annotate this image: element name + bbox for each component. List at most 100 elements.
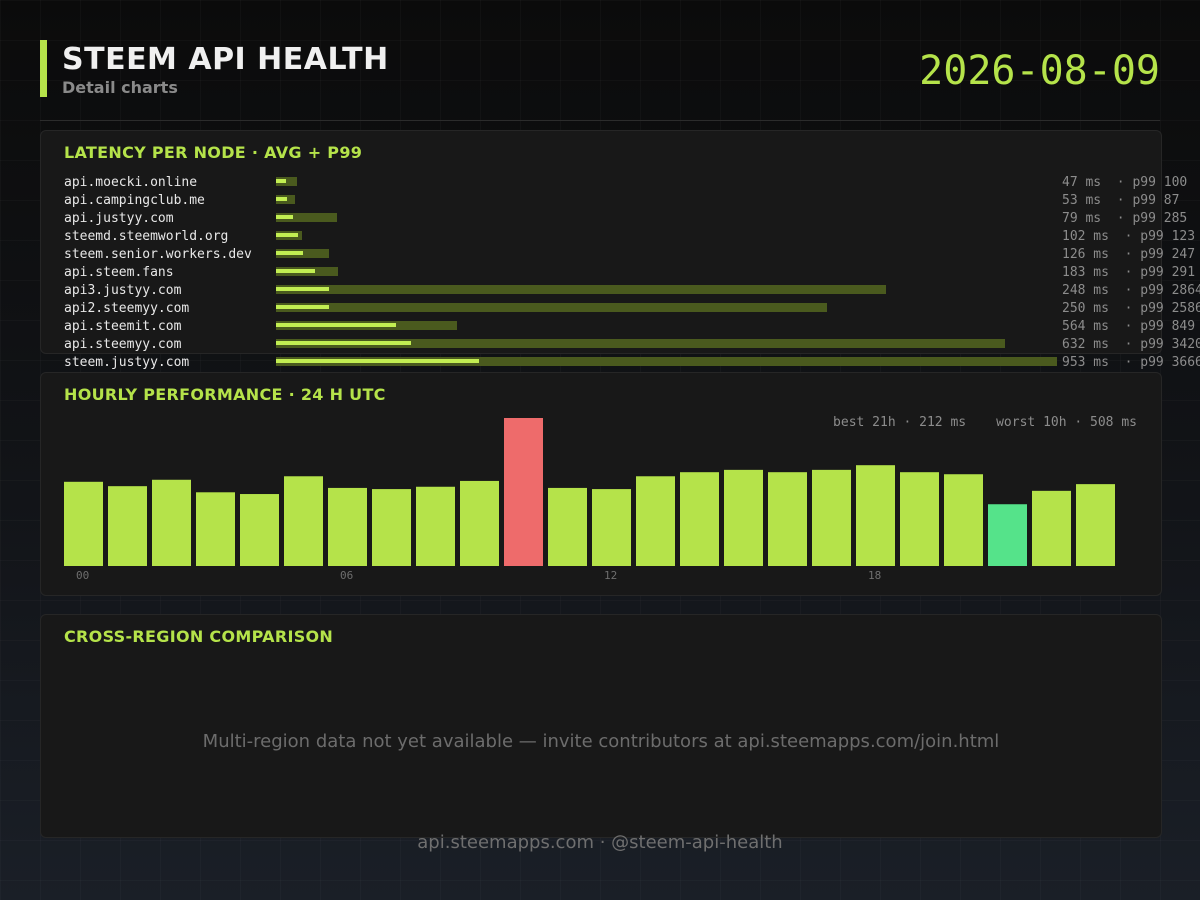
- latency-row: api3.justyy.com 248 ms · p99 2864: [64, 282, 1200, 300]
- hourly-chart: 00 06 12 18: [64, 418, 1115, 582]
- latency-track: [276, 339, 1057, 348]
- avg-bar: [276, 251, 303, 255]
- worst-hour-label: worst 10h · 508 ms: [996, 415, 1137, 430]
- hour-bar: [152, 479, 191, 566]
- latency-row: api.steemit.com 564 ms · p99 849: [64, 318, 1200, 336]
- hour-bar: [944, 474, 983, 566]
- avg-bar: [276, 269, 315, 273]
- latency-track: [276, 321, 1057, 330]
- latency-row: api.justyy.com 79 ms · p99 285: [64, 210, 1200, 228]
- hour-bar: [812, 469, 851, 566]
- latency-track: [276, 177, 1057, 186]
- avg-bar: [276, 197, 288, 201]
- hour-bar: [856, 465, 895, 566]
- hourly-panel-title: HOURLY PERFORMANCE · 24 H UTC: [64, 385, 386, 404]
- latency-chart: api.moecki.online 47 ms · p99 100 api.camp…: [64, 174, 1200, 372]
- latency-track: [276, 249, 1057, 258]
- page-title: STEEM API HEALTH: [62, 42, 389, 77]
- hour-tick-label: 12: [604, 569, 617, 582]
- hour-bar: [460, 480, 499, 566]
- report-date: 2026-08-09: [919, 48, 1160, 94]
- avg-bar: [276, 359, 480, 363]
- hour-bar: [768, 472, 807, 566]
- latency-track: [276, 213, 1057, 222]
- hour-bar: [548, 487, 587, 566]
- title-accent-bar: [40, 40, 47, 97]
- latency-value-label: 126 ms · p99 247: [1062, 247, 1196, 262]
- p99-bar: [276, 339, 1005, 348]
- hour-bar: [328, 487, 367, 566]
- latency-panel: LATENCY PER NODE · AVG + P99: [40, 130, 1162, 354]
- latency-row: steemd.steemworld.org 102 ms · p99 123: [64, 228, 1200, 246]
- hour-bar: [636, 476, 675, 566]
- region-empty-message: Multi-region data not yet available — in…: [202, 731, 1000, 752]
- latency-value-label: 102 ms · p99 123: [1062, 229, 1196, 244]
- p99-bar: [276, 357, 1057, 366]
- node-name: api.campingclub.me: [64, 193, 205, 208]
- node-name: api.justyy.com: [64, 211, 174, 226]
- hour-bar: [988, 504, 1027, 566]
- footer-text: api.steemapps.com · @steem-api-health: [417, 832, 783, 853]
- hour-bar: [724, 469, 763, 566]
- node-name: steemd.steemworld.org: [64, 229, 229, 244]
- latency-value-label: 564 ms · p99 849: [1062, 319, 1196, 334]
- latency-value-label: 47 ms · p99 100: [1062, 175, 1188, 190]
- avg-bar: [276, 215, 293, 219]
- latency-row: api.steemyy.com 632 ms · p99 3420: [64, 336, 1200, 354]
- header-divider: [40, 120, 1160, 121]
- latency-row: api.campingclub.me 53 ms · p99 87: [64, 192, 1200, 210]
- avg-bar: [276, 233, 298, 237]
- hour-bar: [416, 486, 455, 566]
- avg-bar: [276, 287, 329, 291]
- latency-value-label: 953 ms · p99 3666: [1062, 355, 1200, 370]
- hour-bar: [64, 481, 103, 566]
- node-name: steem.senior.workers.dev: [64, 247, 252, 262]
- node-name: api.steemyy.com: [64, 337, 182, 352]
- latency-value-label: 183 ms · p99 291: [1062, 265, 1196, 280]
- avg-bar: [276, 341, 411, 345]
- p99-bar: [276, 303, 827, 312]
- node-name: api.moecki.online: [64, 175, 198, 190]
- hour-bar: [284, 476, 323, 566]
- latency-value-label: 248 ms · p99 2864: [1062, 283, 1200, 298]
- p99-bar: [276, 213, 337, 222]
- latency-row: api.steem.fans 183 ms · p99 291: [64, 264, 1200, 282]
- hour-bar: [1032, 490, 1071, 566]
- node-name: api2.steemyy.com: [64, 301, 190, 316]
- latency-row: steem.justyy.com 953 ms · p99 3666: [64, 354, 1200, 372]
- latency-track: [276, 357, 1057, 366]
- latency-track: [276, 231, 1057, 240]
- latency-value-label: 53 ms · p99 87: [1062, 193, 1180, 208]
- latency-value-label: 250 ms · p99 2586: [1062, 301, 1200, 316]
- avg-bar: [276, 179, 286, 183]
- hour-bar: [900, 472, 939, 566]
- latency-row: api.moecki.online 47 ms · p99 100: [64, 174, 1200, 192]
- hour-bar: [1076, 484, 1115, 566]
- node-name: api.steemit.com: [64, 319, 182, 334]
- p99-bar: [276, 177, 298, 186]
- hour-bar: [240, 494, 279, 566]
- hour-tick-label: 00: [76, 569, 89, 582]
- region-panel-title: CROSS-REGION COMPARISON: [64, 627, 334, 646]
- latency-track: [276, 285, 1057, 294]
- avg-bar: [276, 305, 330, 309]
- hour-bar: [680, 472, 719, 566]
- hour-tick-label: 18: [868, 569, 881, 582]
- latency-value-label: 632 ms · p99 3420: [1062, 337, 1200, 352]
- node-name: steem.justyy.com: [64, 355, 190, 370]
- latency-panel-title: LATENCY PER NODE · AVG + P99: [64, 143, 363, 162]
- hour-bar: [196, 492, 235, 566]
- latency-row: steem.senior.workers.dev 126 ms · p99 247: [64, 246, 1200, 264]
- hour-bar: [372, 489, 411, 566]
- hour-bar: [108, 486, 147, 566]
- hourly-stats: best 21h · 212 ms worst 10h · 508 ms: [833, 415, 1137, 430]
- page-subtitle: Detail charts: [62, 78, 178, 97]
- node-name: api3.justyy.com: [64, 283, 182, 298]
- region-panel: CROSS-REGION COMPARISON Multi-region dat…: [40, 614, 1162, 838]
- latency-track: [276, 303, 1057, 312]
- hour-bar: [504, 418, 543, 566]
- p99-bar: [276, 285, 887, 294]
- node-name: api.steem.fans: [64, 265, 174, 280]
- best-hour-label: best 21h · 212 ms: [833, 415, 967, 430]
- latency-track: [276, 267, 1057, 276]
